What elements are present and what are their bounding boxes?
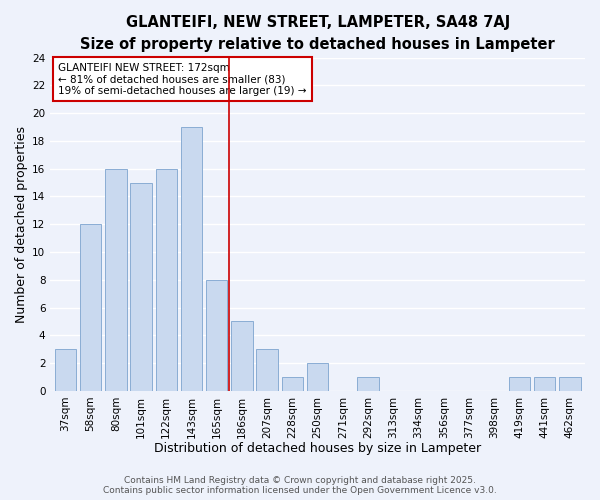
Title: GLANTEIFI, NEW STREET, LAMPETER, SA48 7AJ
Size of property relative to detached : GLANTEIFI, NEW STREET, LAMPETER, SA48 7A… [80,15,555,52]
Bar [130,182,152,391]
Bar [206,280,227,391]
Bar [559,377,581,391]
Bar [307,363,328,391]
Bar [256,349,278,391]
Bar [80,224,101,391]
X-axis label: Distribution of detached houses by size in Lampeter: Distribution of detached houses by size … [154,442,481,455]
Bar [231,322,253,391]
Bar [155,168,177,391]
Bar [509,377,530,391]
Bar [534,377,556,391]
Bar [105,168,127,391]
Bar [358,377,379,391]
Text: Contains HM Land Registry data © Crown copyright and database right 2025.
Contai: Contains HM Land Registry data © Crown c… [103,476,497,495]
Text: GLANTEIFI NEW STREET: 172sqm
← 81% of detached houses are smaller (83)
19% of se: GLANTEIFI NEW STREET: 172sqm ← 81% of de… [58,62,307,96]
Bar [55,349,76,391]
Bar [281,377,303,391]
Bar [181,127,202,391]
Y-axis label: Number of detached properties: Number of detached properties [15,126,28,322]
